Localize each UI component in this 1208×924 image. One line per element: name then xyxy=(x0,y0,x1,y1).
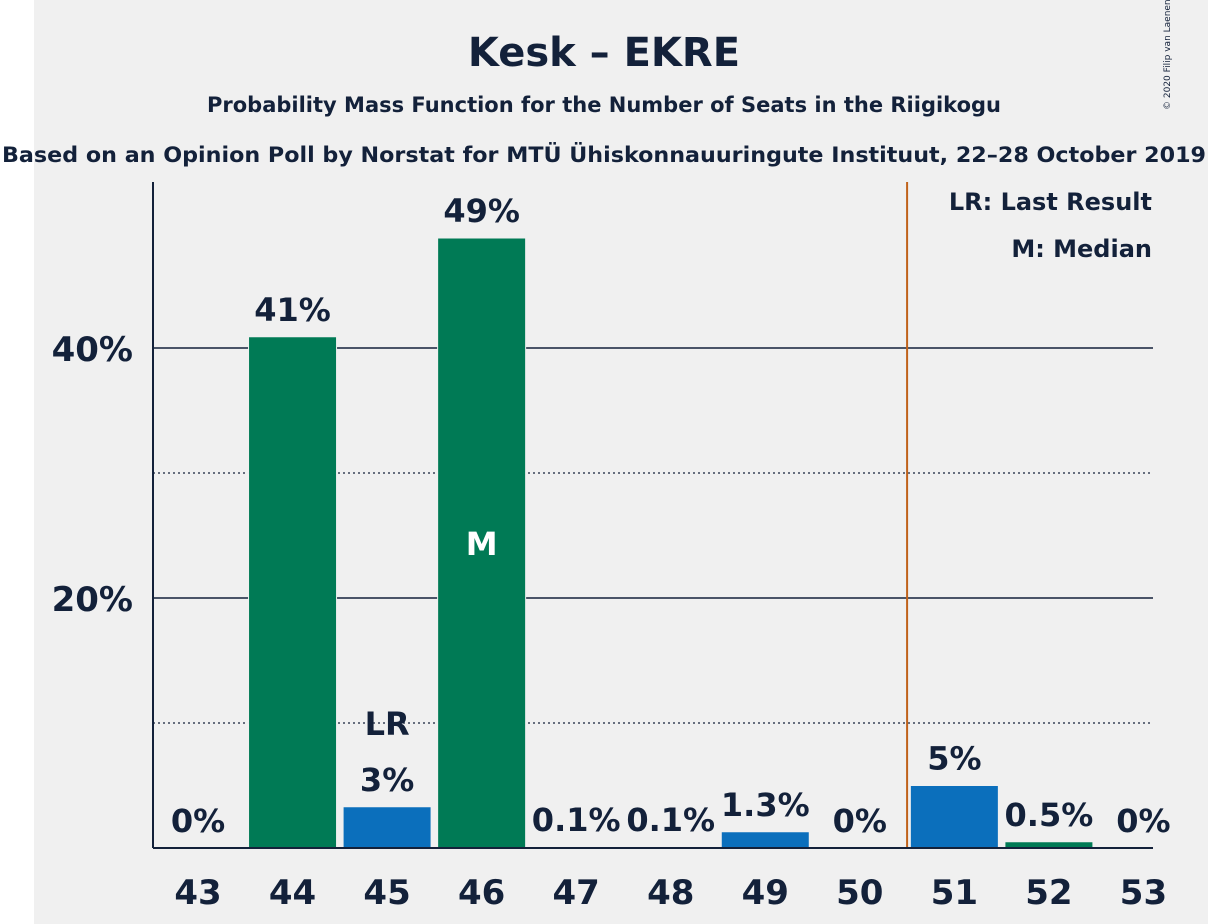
chart-background xyxy=(34,0,1208,924)
value-label: 0% xyxy=(1116,802,1170,840)
y-tick-label: 20% xyxy=(52,580,133,620)
chart-title: Kesk – EKRE xyxy=(468,30,740,76)
value-label: 49% xyxy=(443,192,520,230)
chart-subtitle: Probability Mass Function for the Number… xyxy=(207,93,1001,117)
x-tick-label: 51 xyxy=(931,873,978,913)
value-labels: 0%41%3%49%0.1% 0.1% 1.3% 0%5%0.5% 0% xyxy=(171,192,1171,840)
bar xyxy=(248,336,338,849)
x-tick-label: 47 xyxy=(553,873,600,913)
value-label: 1.3% xyxy=(721,786,810,824)
y-tick-labels: 20% 40% xyxy=(52,330,133,620)
value-label: 0% xyxy=(833,802,887,840)
value-label: 5% xyxy=(927,740,981,778)
y-tick-label: 40% xyxy=(52,330,133,370)
x-tick-label: 44 xyxy=(269,873,316,913)
chart-source: Based on an Opinion Poll by Norstat for … xyxy=(2,142,1206,167)
value-label: 0.1% xyxy=(532,801,621,839)
bar xyxy=(909,785,999,849)
x-tick-label: 50 xyxy=(836,873,883,913)
value-label: 3% xyxy=(360,761,414,799)
bar xyxy=(342,806,432,849)
x-tick-labels: 43 44 45 46 47 48 49 50 51 52 53 xyxy=(174,873,1167,913)
last-result-marker: LR xyxy=(365,705,410,743)
x-tick-label: 48 xyxy=(647,873,694,913)
bar xyxy=(437,237,527,849)
value-label: 0% xyxy=(171,802,225,840)
x-tick-label: 45 xyxy=(363,873,410,913)
value-label: 0.5% xyxy=(1005,796,1094,834)
value-label: 41% xyxy=(254,291,331,329)
bar xyxy=(720,831,810,849)
copyright-notice: © 2020 Filip van Laenen xyxy=(1163,0,1173,110)
x-tick-label: 53 xyxy=(1120,873,1167,913)
median-marker: M xyxy=(466,525,498,563)
x-tick-label: 46 xyxy=(458,873,505,913)
legend-last-result: LR: Last Result xyxy=(949,188,1152,216)
x-tick-label: 49 xyxy=(742,873,789,913)
x-tick-label: 52 xyxy=(1025,873,1072,913)
value-label: 0.1% xyxy=(626,801,715,839)
bars xyxy=(248,237,1094,849)
legend-median: M: Median xyxy=(1011,235,1152,263)
markers: LR M xyxy=(365,182,909,848)
x-tick-label: 43 xyxy=(174,873,221,913)
